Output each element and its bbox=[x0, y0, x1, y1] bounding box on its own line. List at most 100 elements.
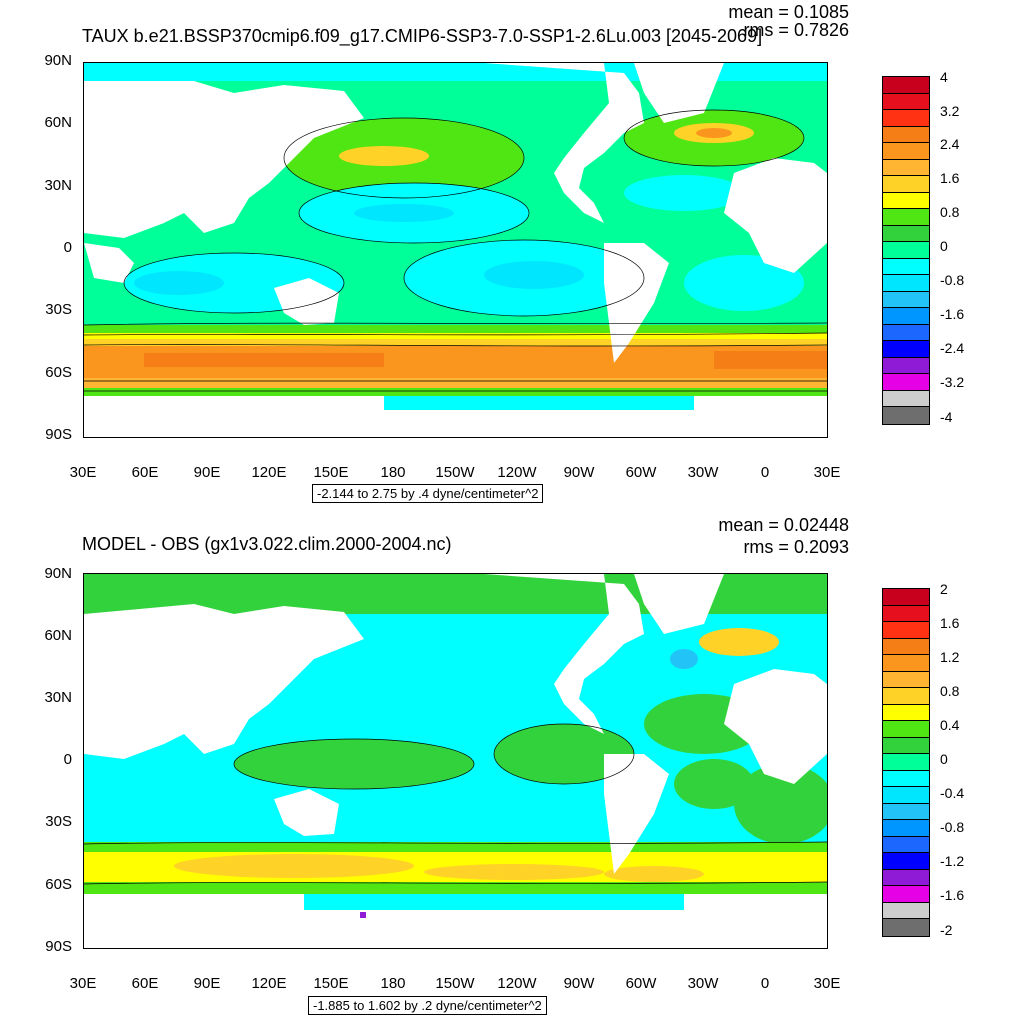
x-label: 120W bbox=[497, 975, 537, 992]
x-label: 120E bbox=[251, 464, 287, 481]
x-label: 60E bbox=[131, 975, 159, 992]
colorbar-swatch bbox=[883, 671, 929, 688]
colorbar-label: -0.4 bbox=[940, 785, 965, 801]
top-map-field bbox=[84, 63, 827, 437]
bottom-map bbox=[83, 573, 828, 949]
colorbar-label: -1.6 bbox=[940, 887, 965, 903]
colorbar-swatch bbox=[883, 638, 929, 655]
colorbar-swatch bbox=[883, 77, 929, 94]
y-label: 90S bbox=[45, 426, 72, 443]
colorbar-swatch bbox=[883, 308, 929, 325]
colorbar-swatch bbox=[883, 258, 929, 275]
colorbar-label: 3.2 bbox=[940, 103, 960, 119]
colorbar-swatch bbox=[883, 721, 929, 738]
colorbar-swatch bbox=[883, 192, 929, 209]
colorbar-swatch bbox=[883, 159, 929, 176]
y-label: 0 bbox=[63, 751, 72, 768]
x-label: 90E bbox=[193, 464, 221, 481]
colorbar-label: -0.8 bbox=[940, 819, 965, 835]
colorbar-swatch bbox=[883, 754, 929, 771]
colorbar-swatch bbox=[883, 853, 929, 870]
x-label: 150E bbox=[313, 975, 349, 992]
x-label: 30E bbox=[69, 975, 97, 992]
x-label: 0 bbox=[760, 975, 770, 992]
x-label: 120W bbox=[497, 464, 537, 481]
colorbar-label: 1.6 bbox=[940, 615, 960, 631]
colorbar-label: -3.2 bbox=[940, 374, 965, 390]
colorbar-label: 1.2 bbox=[940, 649, 960, 665]
colorbar-label: 2 bbox=[940, 581, 948, 597]
colorbar-swatch bbox=[883, 688, 929, 705]
colorbar-label: 4 bbox=[940, 69, 948, 85]
colorbar-label: 0.4 bbox=[940, 717, 960, 733]
colorbar-swatch bbox=[883, 357, 929, 374]
colorbar-label: 0.8 bbox=[940, 683, 960, 699]
top-panel: TAUX b.e21.BSSP370cmip6.f09_g17.CMIP6-SS… bbox=[44, 2, 965, 503]
colorbar-swatch bbox=[883, 143, 929, 160]
colorbar-label: -1.6 bbox=[940, 306, 965, 322]
bottom-range-label: -1.885 to 1.602 by .2 dyne/centimeter^2 bbox=[308, 996, 547, 1015]
x-label: 30E bbox=[813, 464, 841, 481]
colorbar-swatch bbox=[883, 407, 929, 424]
colorbar-label: -1.2 bbox=[940, 853, 965, 869]
colorbar-swatch bbox=[883, 275, 929, 292]
colorbar-swatch bbox=[883, 291, 929, 308]
colorbar-swatch bbox=[883, 390, 929, 407]
colorbar-swatch bbox=[883, 176, 929, 193]
y-label: 60S bbox=[45, 364, 72, 381]
x-label: 60W bbox=[625, 975, 657, 992]
x-label: 180 bbox=[380, 975, 406, 992]
colorbar-swatch bbox=[883, 242, 929, 259]
colorbar-swatch bbox=[883, 341, 929, 358]
colorbar-swatch bbox=[883, 869, 929, 886]
y-label: 30S bbox=[45, 813, 72, 830]
x-label: 90W bbox=[563, 464, 595, 481]
x-label: 180 bbox=[380, 464, 406, 481]
colorbar-swatch bbox=[883, 225, 929, 242]
colorbar-swatch bbox=[883, 902, 929, 919]
bottom-colorbar bbox=[882, 588, 930, 937]
bottom-title: MODEL - OBS (gx1v3.022.clim.2000-2004.nc… bbox=[82, 534, 452, 554]
colorbar-swatch bbox=[883, 770, 929, 787]
y-label: 90N bbox=[44, 52, 72, 69]
x-label: 150W bbox=[435, 464, 475, 481]
colorbar-label: 0.8 bbox=[940, 204, 960, 220]
y-label: 90S bbox=[45, 938, 72, 955]
top-rms: rms = 0.7826 bbox=[743, 20, 849, 40]
colorbar-swatch bbox=[883, 209, 929, 226]
x-label: 60W bbox=[625, 464, 657, 481]
y-label: 30S bbox=[45, 301, 72, 318]
y-label: 60N bbox=[44, 627, 72, 644]
colorbar-swatch bbox=[883, 787, 929, 804]
y-label: 0 bbox=[63, 239, 72, 256]
x-label: 30W bbox=[687, 975, 719, 992]
colorbar-label: 1.6 bbox=[940, 170, 960, 186]
x-label: 0 bbox=[760, 464, 770, 481]
top-range-label: -2.144 to 2.75 by .4 dyne/centimeter^2 bbox=[312, 484, 544, 503]
bottom-rms: rms = 0.2093 bbox=[743, 537, 849, 557]
y-label: 60N bbox=[44, 114, 72, 131]
colorbar-label: -2 bbox=[940, 922, 953, 938]
x-label: 90E bbox=[193, 975, 221, 992]
x-label: 60E bbox=[131, 464, 159, 481]
bottom-panel: MODEL - OBS (gx1v3.022.clim.2000-2004.nc… bbox=[0, 512, 1024, 1024]
y-label: 30N bbox=[44, 177, 72, 194]
colorbar-swatch bbox=[883, 820, 929, 837]
y-label: 60S bbox=[45, 876, 72, 893]
y-label: 90N bbox=[44, 565, 72, 582]
colorbar-swatch bbox=[883, 589, 929, 606]
colorbar-label: 2.4 bbox=[940, 136, 960, 152]
colorbar-swatch bbox=[883, 622, 929, 639]
colorbar-swatch bbox=[883, 374, 929, 391]
colorbar-swatch bbox=[883, 886, 929, 903]
colorbar-label: 0 bbox=[940, 238, 948, 254]
colorbar-swatch bbox=[883, 605, 929, 622]
colorbar-swatch bbox=[883, 737, 929, 754]
top-title: TAUX b.e21.BSSP370cmip6.f09_g17.CMIP6-SS… bbox=[82, 26, 763, 46]
colorbar-swatch bbox=[883, 126, 929, 143]
top-map bbox=[83, 62, 828, 438]
colorbar-swatch bbox=[883, 655, 929, 672]
colorbar-swatch bbox=[883, 919, 929, 936]
x-label: 90W bbox=[563, 975, 595, 992]
bottom-mean: mean = 0.02448 bbox=[718, 515, 849, 535]
